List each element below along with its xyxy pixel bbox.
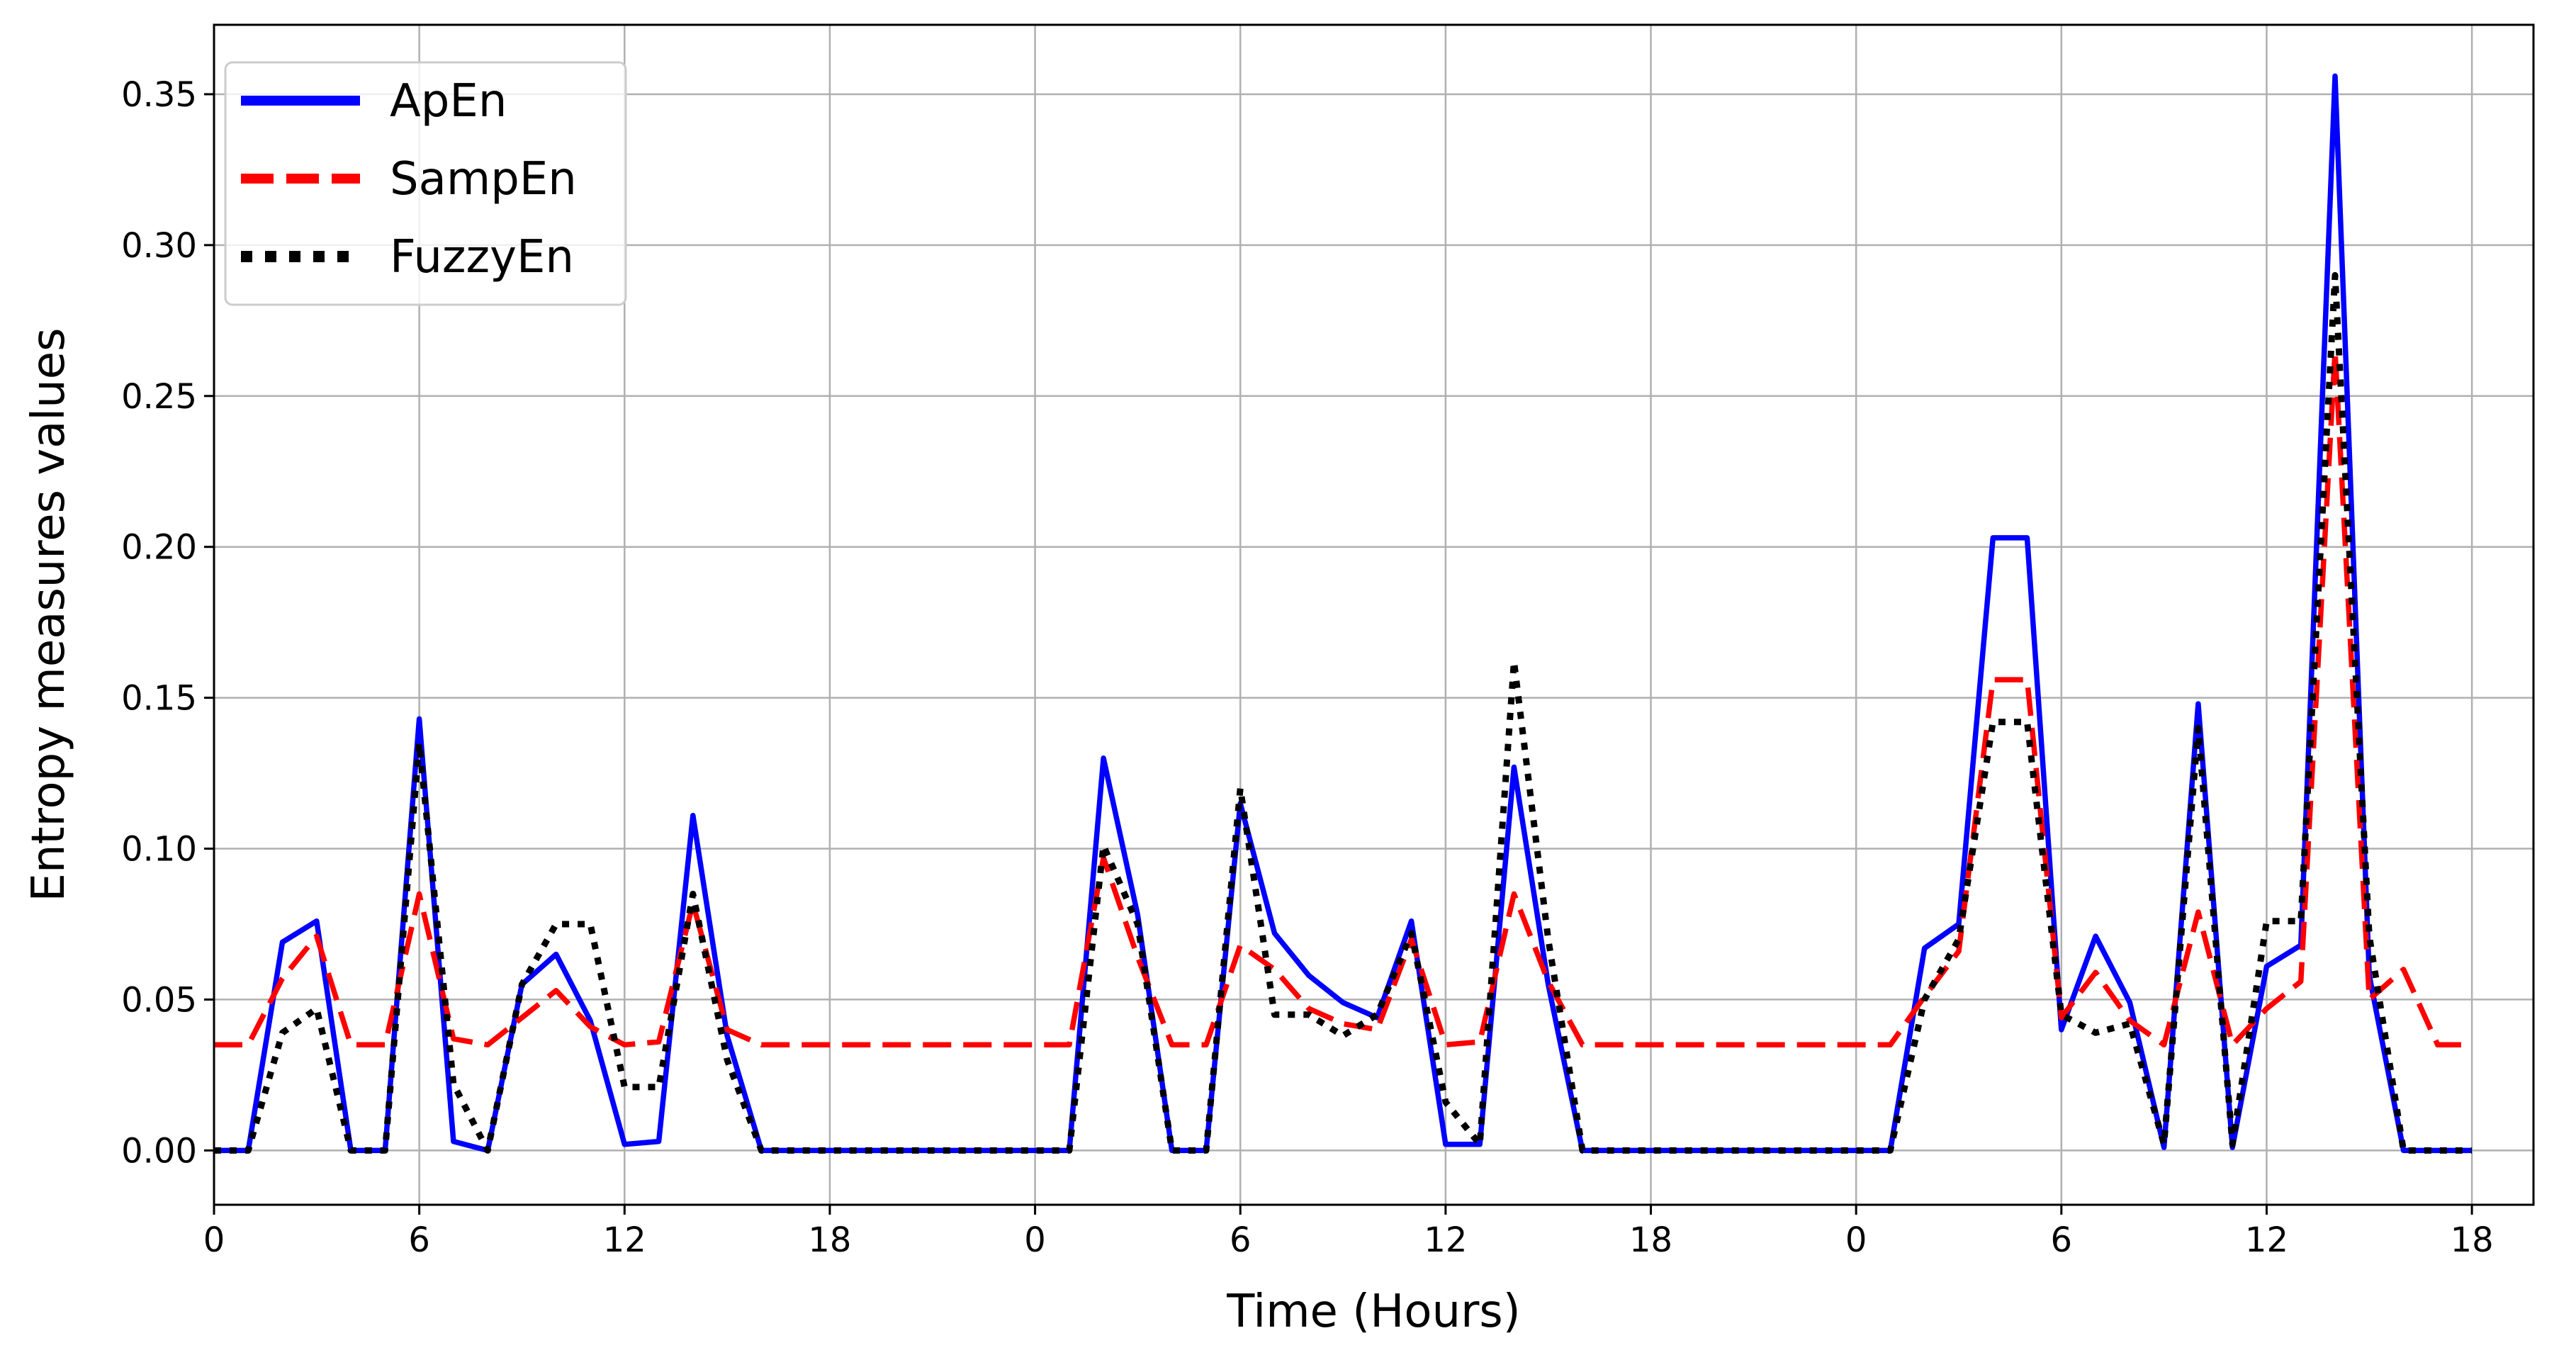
series-lines: [214, 73, 2473, 1154]
grid: [213, 25, 2533, 1205]
y-tick-label: 0.00: [121, 1131, 197, 1171]
legend-box: [224, 61, 627, 306]
legend-label: ApEn: [390, 75, 507, 128]
series-line-fuzzyen: [214, 271, 2473, 1154]
x-tick-label: 0: [1845, 1220, 1867, 1260]
y-tick-label: 0.25: [121, 377, 197, 417]
x-tick-label: 18: [808, 1220, 851, 1260]
x-tick-label: 18: [1629, 1220, 1672, 1260]
series-line-sampen: [214, 348, 2473, 1048]
legend-label: SampEn: [390, 153, 577, 206]
x-tick-label: 12: [2245, 1220, 2288, 1260]
x-tick-label: 0: [1024, 1220, 1046, 1260]
y-tick-label: 0.10: [121, 830, 197, 870]
y-tick-label: 0.20: [121, 528, 197, 568]
y-tick-label: 0.15: [121, 679, 197, 719]
x-axis-label: Time (Hours): [1226, 1286, 1520, 1338]
y-tick-label: 0.35: [121, 75, 197, 115]
legend: ApEn SampEn FuzzyEn: [224, 61, 627, 306]
y-tick-label: 0.05: [121, 980, 197, 1020]
x-tick-label: 12: [1424, 1220, 1467, 1260]
x-axis-ticks: 0 6 12 18 0 6 12 18 0 6 12 18: [203, 1205, 2494, 1260]
y-axis-ticks: 0.00 0.05 0.10 0.15 0.20 0.25 0.30 0.35: [121, 75, 214, 1171]
x-tick-label: 0: [203, 1220, 225, 1260]
x-tick-label: 18: [2451, 1220, 2494, 1260]
x-tick-label: 6: [408, 1220, 430, 1260]
x-tick-label: 6: [1230, 1220, 1252, 1260]
y-axis-label: Entropy measures values: [23, 328, 75, 902]
y-tick-label: 0.30: [121, 226, 197, 266]
x-tick-label: 12: [603, 1220, 646, 1260]
legend-label: FuzzyEn: [390, 231, 574, 283]
x-tick-label: 6: [2051, 1220, 2073, 1260]
plot-frame: [213, 23, 2535, 1206]
series-line-apen: [214, 73, 2473, 1154]
